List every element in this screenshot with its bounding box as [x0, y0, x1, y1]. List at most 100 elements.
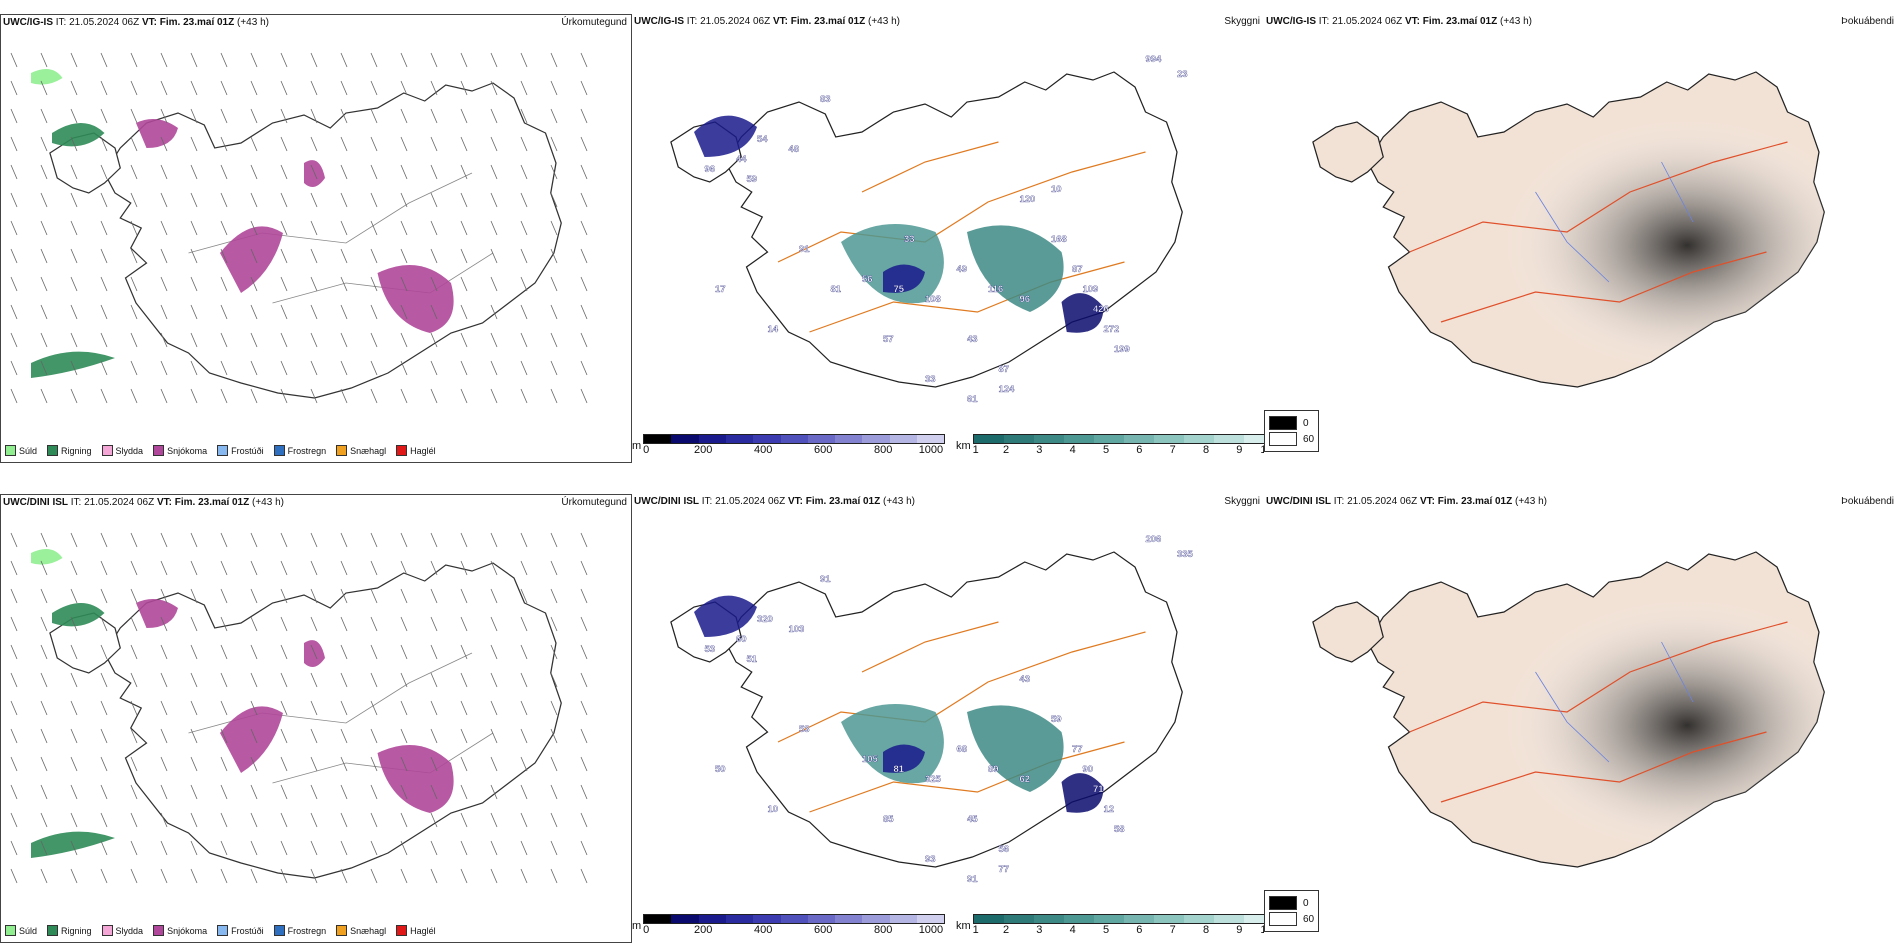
wind-barb: [340, 588, 348, 604]
cloud-base-value: 81: [894, 764, 905, 774]
wind-barb: [190, 220, 198, 236]
wind-barb: [370, 644, 378, 660]
wind-barb: [580, 192, 588, 208]
wind-barb: [340, 304, 348, 320]
wind-barb: [400, 136, 408, 152]
wind-barb: [220, 248, 228, 264]
scale-cell: [916, 915, 945, 923]
wind-barb: [40, 360, 48, 376]
scale-tick-label: 600: [813, 924, 833, 936]
wind-barb: [130, 108, 138, 124]
wind-barb: [40, 672, 48, 688]
wind-barb: [490, 220, 498, 236]
scale-cell: [1243, 435, 1264, 443]
wind-barb: [550, 248, 558, 264]
wind-barb: [580, 560, 588, 576]
wind-barb: [460, 588, 468, 604]
cloud-base-value: 168: [1051, 234, 1067, 244]
wind-barb: [580, 532, 588, 548]
wind-barb: [550, 868, 558, 884]
precip-legend-item: Súld: [5, 445, 37, 456]
wind-barb: [460, 616, 468, 632]
wind-barb: [550, 756, 558, 772]
wind-barb: [580, 248, 588, 264]
wind-barb: [370, 108, 378, 124]
wind-barb: [250, 588, 258, 604]
wind-barb: [40, 52, 48, 68]
wind-barb: [490, 588, 498, 604]
wind-barb: [580, 700, 588, 716]
wind-barb: [160, 560, 168, 576]
wind-barb: [250, 248, 258, 264]
scale-unit: km: [956, 920, 971, 932]
wind-barb: [490, 388, 498, 404]
wind-barb: [520, 304, 528, 320]
wind-barb: [310, 192, 318, 208]
wind-barb: [100, 220, 108, 236]
wind-barb: [310, 672, 318, 688]
wind-barb: [340, 52, 348, 68]
scale-cell: [1213, 915, 1244, 923]
wind-barb: [280, 220, 288, 236]
wind-barb: [220, 192, 228, 208]
wind-barb: [100, 588, 108, 604]
wind-barb: [580, 644, 588, 660]
wind-barb: [430, 136, 438, 152]
wind-barb: [580, 812, 588, 828]
wind-barb: [10, 868, 18, 884]
cloud-base-value: 33: [904, 234, 915, 244]
wind-barb: [70, 756, 78, 772]
wind-barb: [250, 644, 258, 660]
wind-barb: [190, 164, 198, 180]
wind-barb: [10, 756, 18, 772]
wind-barb: [520, 388, 528, 404]
wind-barb: [310, 332, 318, 348]
wind-barb: [160, 728, 168, 744]
precip-legend-item: Rigning: [47, 925, 92, 936]
wind-barb: [460, 560, 468, 576]
scale-tick-label: 9: [1236, 444, 1243, 456]
wind-barb: [250, 728, 258, 744]
cloud-base-value: 57: [883, 334, 894, 344]
wind-barb: [70, 108, 78, 124]
cloud-base-value: 124: [999, 384, 1016, 394]
wind-barb: [580, 784, 588, 800]
wind-barb: [160, 164, 168, 180]
precip-legend-item: Snæhagl: [336, 445, 386, 456]
wind-barb: [580, 136, 588, 152]
scale-tick-label: 1: [972, 444, 979, 456]
wind-barb: [490, 164, 498, 180]
precip-legend-item: Frostúði: [217, 925, 264, 936]
wind-barb: [370, 532, 378, 548]
wind-barb: [400, 388, 408, 404]
wind-barb: [460, 52, 468, 68]
wind-barb: [340, 248, 348, 264]
cloud-area: [883, 264, 925, 293]
wind-barb: [190, 588, 198, 604]
wind-barb: [460, 388, 468, 404]
precip-area: [219, 226, 283, 293]
precip-legend-item: Frostregn: [273, 925, 326, 936]
iceland-outline: [724, 551, 1183, 868]
wind-barb: [520, 164, 528, 180]
wind-barb: [580, 332, 588, 348]
wind-barb: [310, 136, 318, 152]
wind-barb: [430, 756, 438, 772]
wind-barb: [550, 332, 558, 348]
wind-barb: [340, 672, 348, 688]
wind-barb: [220, 728, 228, 744]
wind-barb: [250, 52, 258, 68]
wind-barb: [10, 560, 18, 576]
wind-barb: [490, 644, 498, 660]
cloud-base-value: 10: [1051, 184, 1062, 194]
wind-barb: [280, 192, 288, 208]
wind-barb: [190, 332, 198, 348]
wind-barb: [100, 164, 108, 180]
wind-barb: [280, 388, 288, 404]
wind-barb: [190, 616, 198, 632]
wind-barb: [220, 672, 228, 688]
road-lines: [1409, 141, 1788, 323]
wind-barb: [280, 812, 288, 828]
wind-barb: [160, 868, 168, 884]
legend-label: Frostúði: [231, 445, 264, 456]
